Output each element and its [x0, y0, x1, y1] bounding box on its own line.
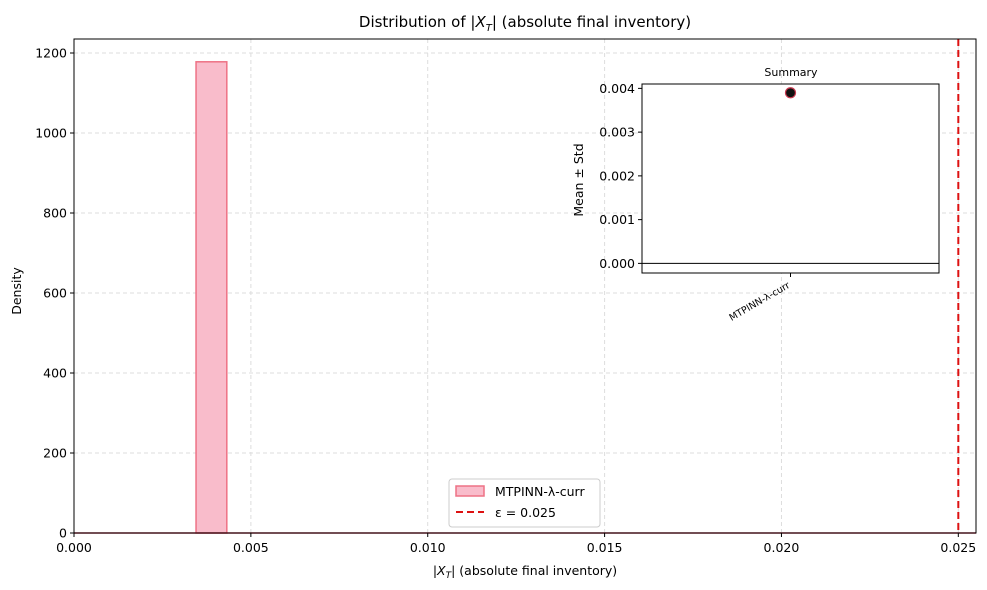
- inset-title: Summary: [764, 66, 818, 79]
- inset-y-tick-label: 0.001: [599, 212, 635, 227]
- legend-box: [448, 478, 601, 528]
- y-tick-label: 400: [43, 366, 67, 381]
- inset-y-tick-label: 0.003: [599, 125, 635, 140]
- main-axes-frame: [73, 38, 977, 534]
- inset-points: [784, 87, 797, 99]
- x-tick-label: 0.025: [940, 540, 976, 555]
- x-tick-label: 0.015: [587, 540, 623, 555]
- histogram-bars: [195, 61, 228, 534]
- x-tick-label: 0.000: [56, 540, 92, 555]
- y-tick-label: 200: [43, 446, 67, 461]
- x-axis-label: |XT| (absolute final inventory): [433, 563, 617, 581]
- inset-y-tick-label: 0.004: [599, 81, 635, 96]
- inset-y-tick-label: 0.000: [599, 256, 635, 271]
- histogram-bar: [195, 61, 228, 534]
- y-tick-label: 0: [59, 526, 67, 541]
- y-axis-ticks: 0 200 400 600 800 1000 1200: [35, 46, 74, 541]
- y-tick-label: 600: [43, 286, 67, 301]
- inset-y-axis-ticks: 0.000 0.001 0.002 0.003 0.004: [599, 81, 642, 271]
- inset-background: [642, 84, 939, 273]
- inset-mean-point: [784, 87, 797, 99]
- x-tick-label: 0.010: [410, 540, 446, 555]
- y-tick-label: 800: [43, 206, 67, 221]
- legend: MTPINN-λ-curr ε = 0.025: [448, 478, 601, 528]
- main-plot-area: 0.000 0.005 0.010 0.015 0.020 0.025 0 200 400 60…: [35, 38, 977, 555]
- x-axis-ticks: 0.000 0.005 0.010 0.015 0.020 0.025: [56, 533, 976, 555]
- x-tick-label: 0.020: [764, 540, 800, 555]
- x-tick-label: 0.005: [233, 540, 269, 555]
- legend-swatch-histogram: [455, 485, 485, 497]
- inset-y-axis-label: Mean ± Std: [571, 143, 586, 216]
- legend-label-reference-line: ε = 0.025: [495, 505, 556, 520]
- legend-label-histogram: MTPINN-λ-curr: [495, 484, 585, 499]
- y-tick-label: 1000: [35, 126, 67, 141]
- chart-title: Distribution of |XT| (absolute final inv…: [359, 13, 691, 34]
- y-tick-label: 1200: [35, 46, 67, 61]
- y-axis-label: Density: [9, 267, 24, 315]
- inset-y-tick-label: 0.002: [599, 168, 635, 183]
